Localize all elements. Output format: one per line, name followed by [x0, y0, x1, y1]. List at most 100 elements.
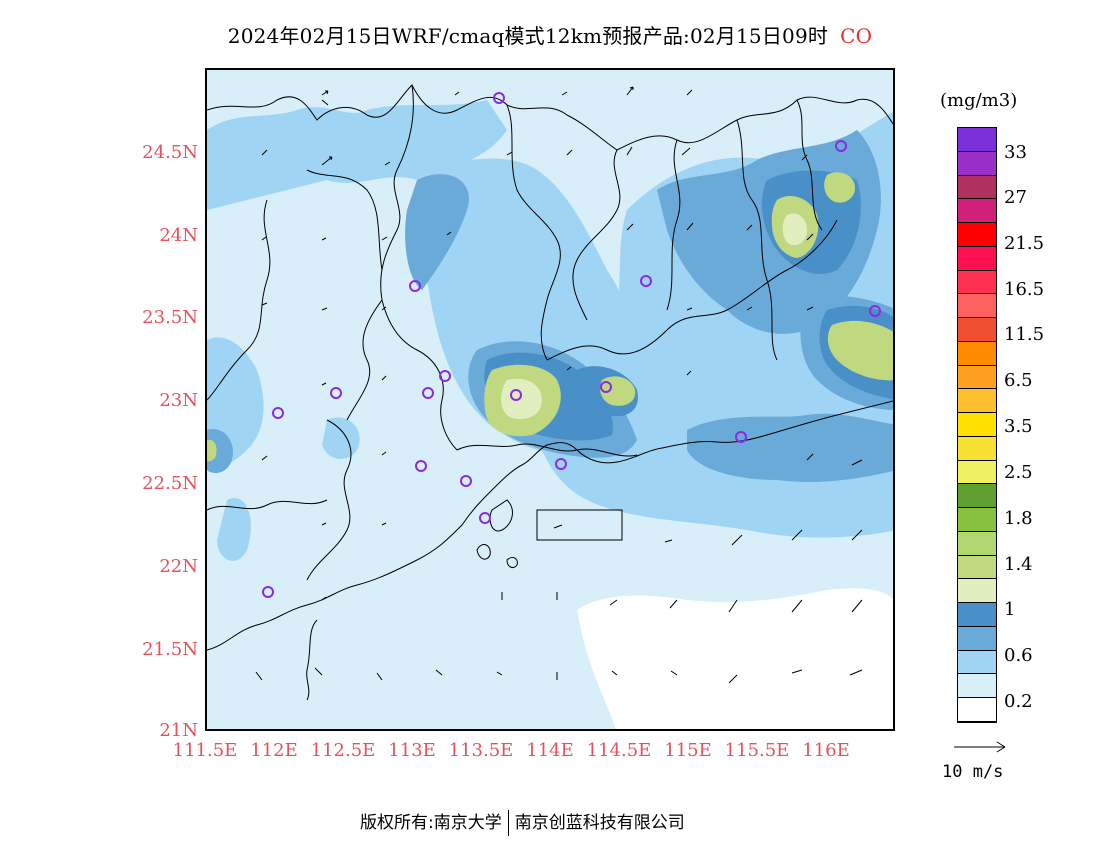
lon-tick-label: 115E: [664, 740, 712, 761]
color-scale-segment: [958, 436, 996, 461]
lat-tick-label: 22.5N: [142, 473, 198, 494]
map-title: 2024年02月15日WRF/cmaq模式12km预报产品:02月15日09时 C…: [0, 20, 1100, 49]
color-scale-segment: [958, 603, 996, 627]
city-marker: [869, 305, 881, 317]
city-marker: [493, 92, 505, 104]
color-scale-segment: [958, 246, 996, 271]
scale-label: 6.5: [1004, 370, 1033, 391]
field-10-core-meizhou: [782, 213, 807, 246]
color-scale-segment: [958, 460, 996, 485]
lon-tick-label: 114E: [526, 740, 574, 761]
color-scale-segment: [958, 151, 996, 176]
field-10-coast-east: [687, 413, 893, 482]
copyright-left: 版权所有:南京大学: [360, 813, 502, 833]
city-marker: [555, 458, 567, 470]
wind-vectors: [255, 86, 863, 684]
species-label: CO: [840, 24, 873, 48]
city-marker: [835, 140, 847, 152]
color-scale-segment: [958, 318, 996, 342]
lat-tick-label: 21N: [159, 720, 198, 741]
concentration-map: [205, 68, 895, 731]
copyright-right: 南京创蓝科技有限公司: [514, 813, 685, 833]
color-scale-segment: [958, 341, 996, 366]
color-scale-segment: [958, 270, 996, 295]
lon-tick-label: 113.5E: [448, 740, 514, 761]
scale-label: 3.5: [1004, 416, 1033, 437]
lon-tick-label: 111.5E: [172, 740, 238, 761]
wind-reference-label: 10 m/s: [942, 762, 1004, 782]
city-marker: [479, 512, 491, 524]
lat-tick-label: 23.5N: [142, 307, 198, 328]
city-marker: [262, 586, 274, 598]
city-marker: [510, 389, 522, 401]
color-scale-segment: [958, 199, 996, 223]
color-scale-segment: [958, 650, 996, 675]
color-scale-segment: [958, 626, 996, 651]
city-marker: [735, 431, 747, 443]
color-scale-segment: [958, 531, 996, 556]
scale-label: 27: [1004, 187, 1027, 208]
city-marker: [640, 275, 652, 287]
lat-tick-label: 23N: [159, 390, 198, 411]
title-text: 2024年02月15日WRF/cmaq模式12km预报产品:02月15日09时: [227, 24, 829, 48]
city-marker: [409, 280, 421, 292]
color-scale-bar: [957, 127, 997, 723]
lon-tick-label: 116E: [802, 740, 850, 761]
color-scale-segment: [958, 294, 996, 318]
color-scale-segment: [958, 674, 996, 698]
color-scale-segment: [958, 579, 996, 603]
wind-reference-arrow-icon: [954, 741, 1006, 753]
color-scale-segment: [958, 698, 996, 722]
lon-tick-label: 112E: [250, 740, 298, 761]
scale-label: 16.5: [1004, 279, 1045, 300]
color-scale-segment: [958, 128, 996, 152]
color-scale-segment: [958, 484, 996, 508]
scale-label: 21.5: [1004, 233, 1045, 254]
field-10-qingyuan: [405, 174, 469, 290]
scale-label: 0.2: [1004, 691, 1033, 712]
field-06-north: [207, 100, 507, 210]
scale-label: 0.6: [1004, 645, 1033, 666]
city-marker: [439, 370, 451, 382]
city-marker: [600, 381, 612, 393]
city-marker: [460, 475, 472, 487]
scale-label: 11.5: [1004, 324, 1045, 345]
scale-label: 33: [1004, 142, 1027, 163]
lon-tick-label: 112.5E: [310, 740, 376, 761]
color-scale-segment: [958, 223, 996, 247]
lat-tick-label: 22N: [159, 556, 198, 577]
map-canvas: [207, 70, 893, 729]
scale-label: 1.4: [1004, 554, 1033, 575]
lat-tick-label: 21.5N: [142, 639, 198, 660]
field-10-core-guangzhou: [500, 378, 542, 420]
lon-tick-label: 115.5E: [724, 740, 790, 761]
color-scale-segment: [958, 365, 996, 390]
scale-label: 2.5: [1004, 462, 1033, 483]
low-field-east: [756, 622, 893, 729]
color-scale-segment: [958, 413, 996, 437]
scale-label: 1: [1004, 599, 1016, 620]
field-14-north: [824, 172, 855, 203]
lat-tick-label: 24.5N: [142, 142, 198, 163]
lat-tick-label: 24N: [159, 225, 198, 246]
city-marker: [422, 387, 434, 399]
field-10-west: [207, 429, 233, 473]
city-marker: [330, 387, 342, 399]
color-scale-segment: [958, 389, 996, 413]
color-scale-segment: [958, 555, 996, 580]
lon-tick-label: 114.5E: [586, 740, 652, 761]
lon-tick-label: 113E: [388, 740, 436, 761]
color-scale-segment: [958, 175, 996, 200]
copyright-footer: 版权所有:南京大学 南京创蓝科技有限公司: [360, 808, 685, 836]
city-markers: [262, 92, 881, 598]
admin-boundaries: [207, 84, 893, 581]
color-scale-segment: [958, 508, 996, 532]
field-06-southwest: [217, 498, 251, 561]
footer-divider: [507, 810, 509, 836]
legend-unit: (mg/m3): [940, 90, 1018, 111]
city-marker: [272, 407, 284, 419]
field-14-shantou: [827, 320, 893, 381]
field-14-west: [207, 439, 217, 462]
city-marker: [415, 460, 427, 472]
scale-label: 1.8: [1004, 508, 1033, 529]
